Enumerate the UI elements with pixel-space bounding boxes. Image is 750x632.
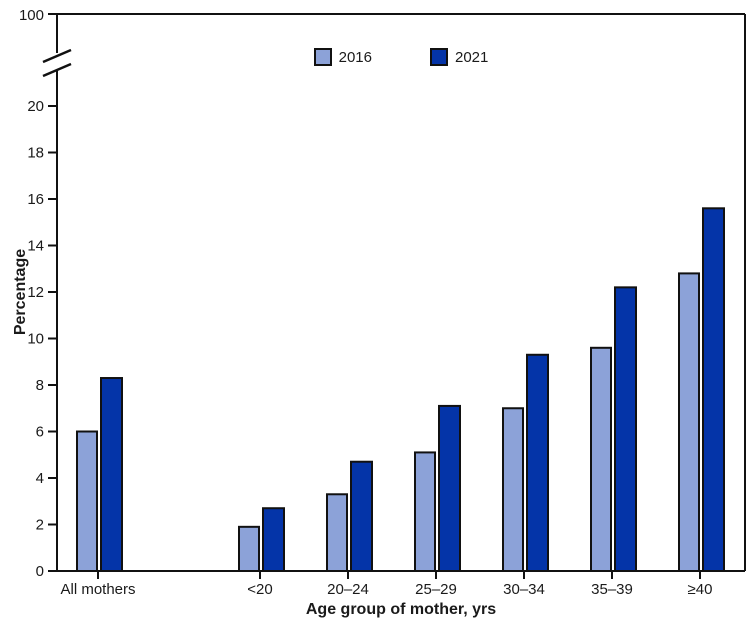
category-label: 35–39 — [591, 581, 633, 598]
category-label: ≥40 — [688, 581, 713, 598]
category-label: 30–34 — [503, 581, 545, 598]
legend-item-2016: 2016 — [313, 48, 372, 66]
y-tick-label: 14 — [27, 238, 44, 255]
y-tick-label: 18 — [27, 145, 44, 162]
chart-legend: 2016 2021 — [57, 48, 745, 66]
y-tick-label: 20 — [27, 98, 44, 115]
y-tick-label: 8 — [36, 377, 44, 394]
y-tick-label: 2 — [36, 517, 44, 534]
y-tick-label: 12 — [27, 284, 44, 301]
y-tick-label: 6 — [36, 424, 44, 441]
bar-2016 — [414, 451, 436, 572]
axis-break-slash — [42, 62, 72, 78]
y-tick-label-top: 100 — [19, 7, 44, 24]
bar-2016 — [238, 525, 260, 573]
y-tick-label: 0 — [36, 563, 44, 580]
bar-2021 — [262, 507, 285, 573]
legend-swatch-2021 — [430, 48, 448, 66]
y-tick-label: 16 — [27, 191, 44, 208]
category-label: All mothers — [60, 581, 135, 598]
y-tick-label: 10 — [27, 331, 44, 348]
bar-2021 — [614, 286, 637, 572]
bar-2016 — [590, 346, 612, 572]
bar-2016 — [678, 272, 700, 572]
category-label: 20–24 — [327, 581, 369, 598]
bar-2021 — [100, 377, 123, 572]
x-axis-title: Age group of mother, yrs — [305, 601, 497, 618]
legend-label: 2021 — [455, 48, 489, 66]
bar-2021 — [526, 353, 549, 572]
category-label: 25–29 — [415, 581, 457, 598]
legend-label: 2016 — [338, 48, 372, 66]
axis-break-slash — [42, 48, 72, 64]
bar-2016 — [326, 493, 348, 572]
y-tick-label: 4 — [36, 470, 44, 487]
bar-2016 — [502, 407, 524, 572]
y-axis-title: Percentage — [12, 248, 29, 336]
legend-swatch-2016 — [313, 48, 332, 66]
legend-item-2021: 2021 — [430, 48, 488, 66]
category-label: <20 — [247, 581, 272, 598]
bar-2016 — [76, 430, 98, 572]
bar-2021 — [350, 460, 373, 573]
bar-2021 — [438, 404, 461, 572]
bar-2021 — [702, 207, 725, 573]
